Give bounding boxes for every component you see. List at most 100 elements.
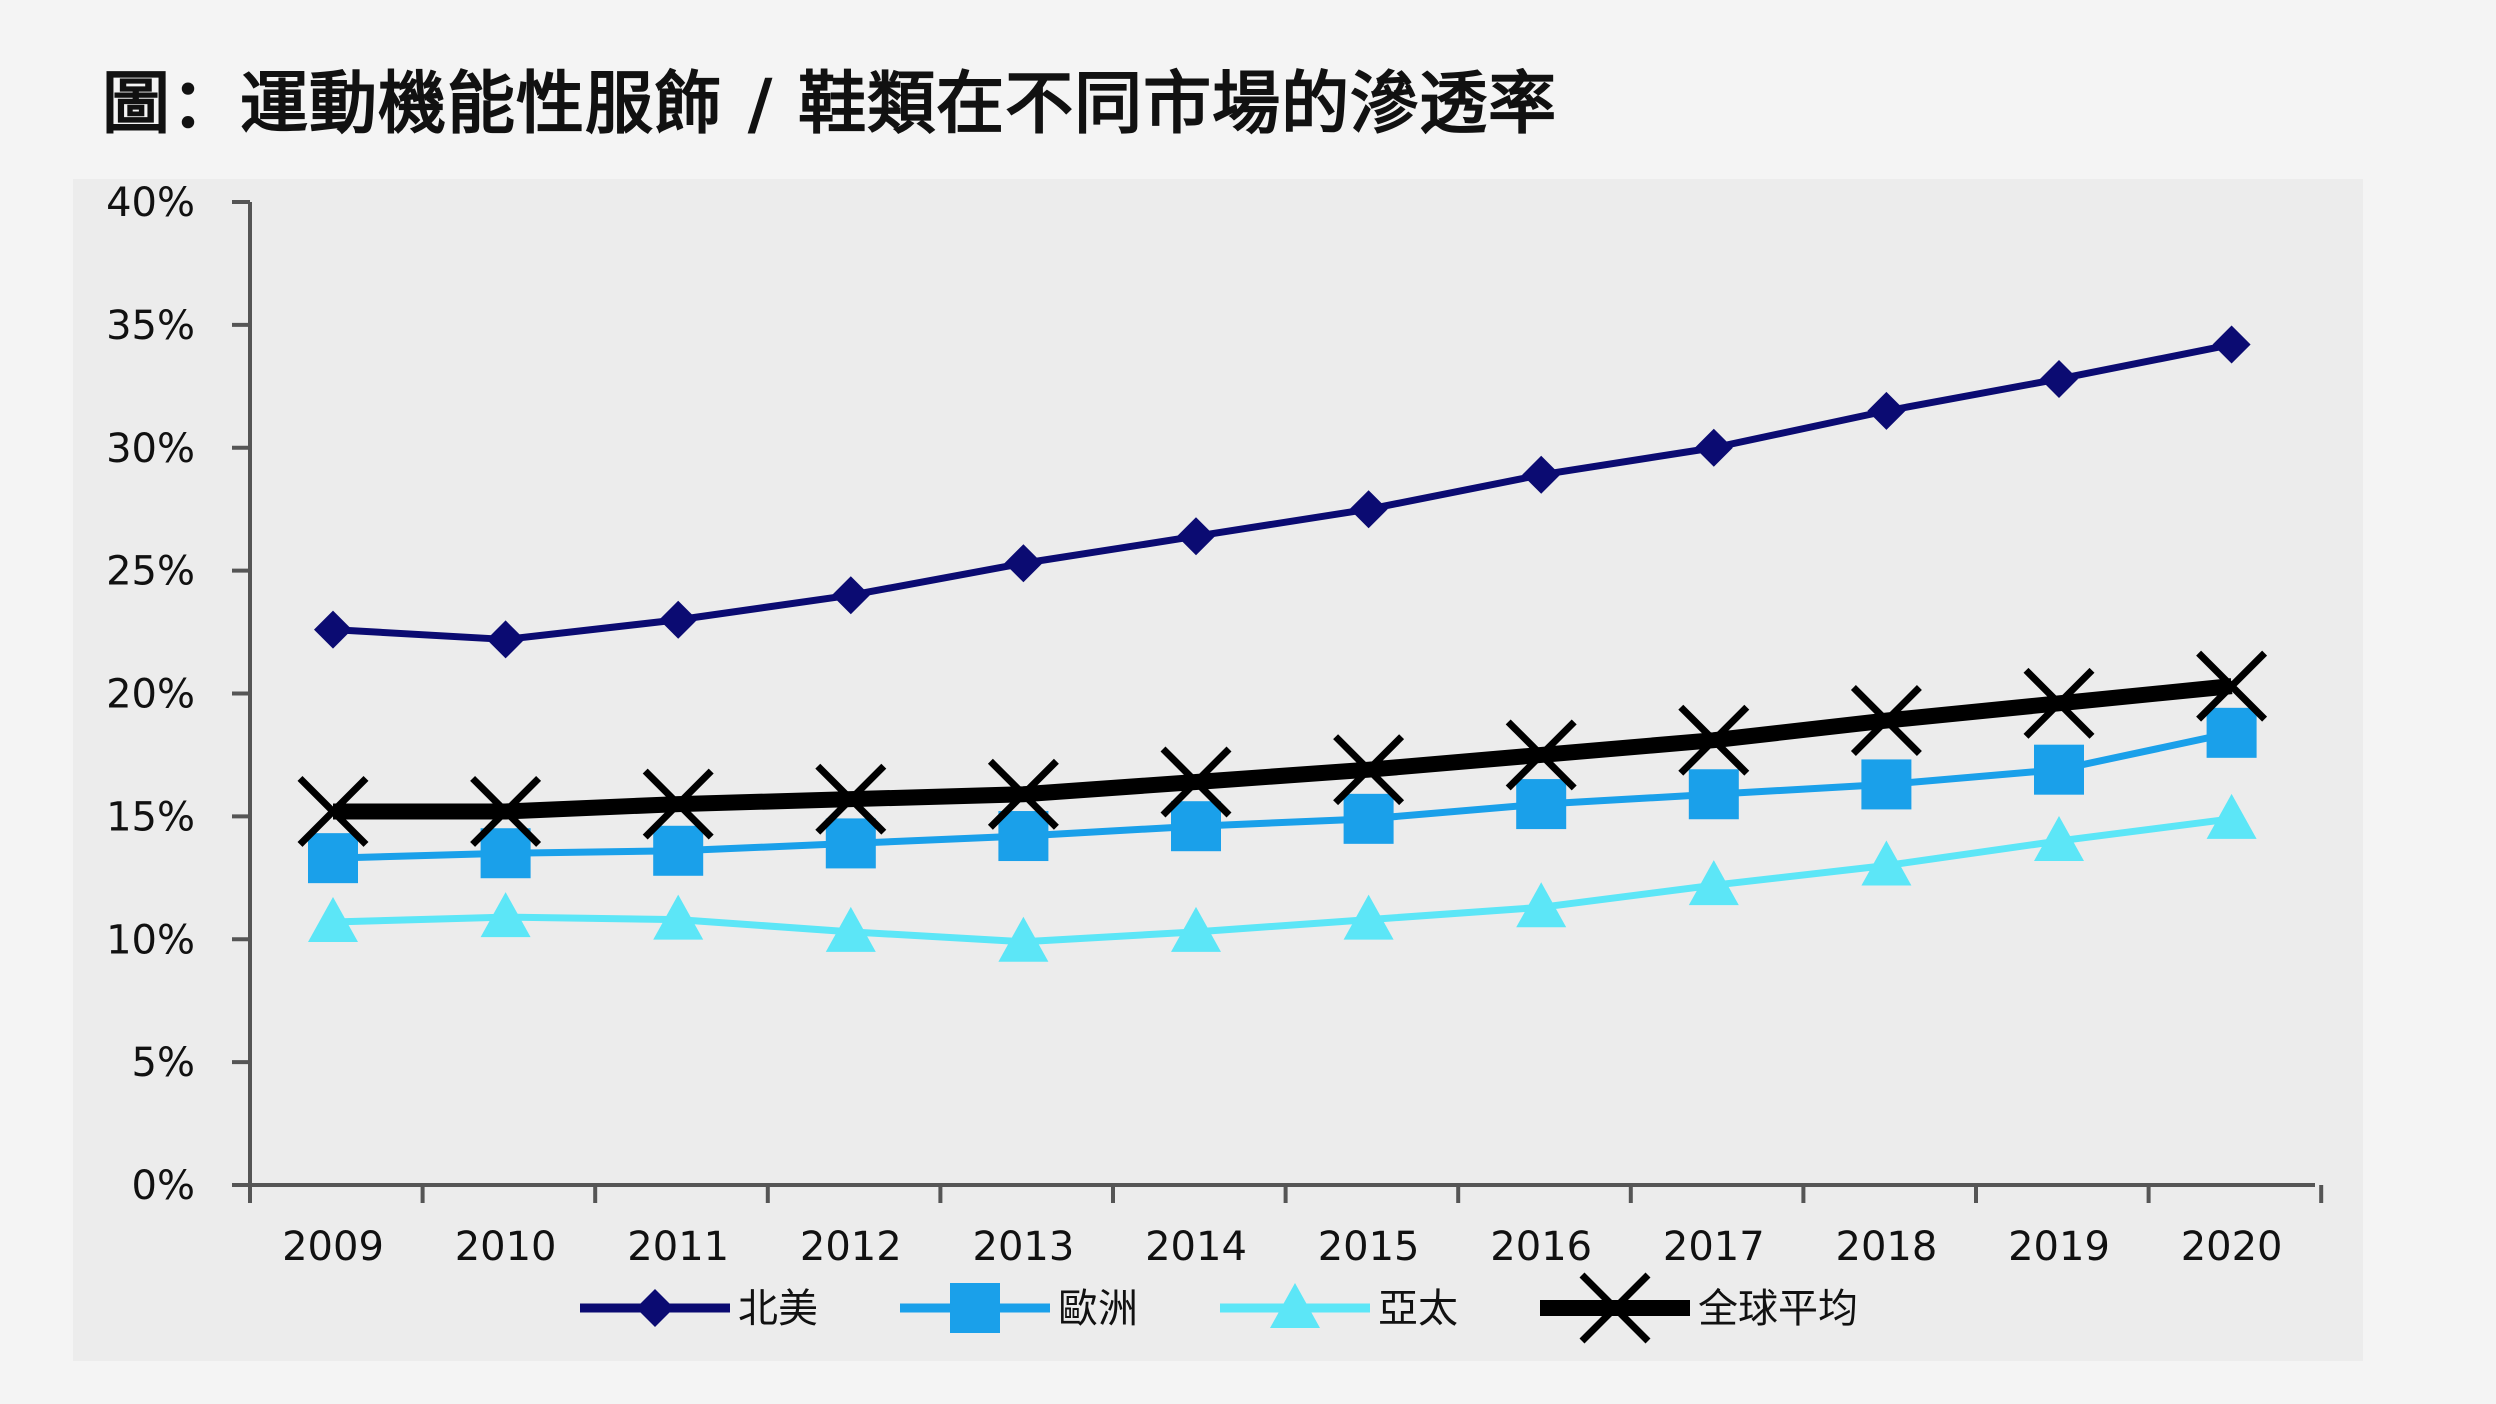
y-tick-label: 30% [106, 426, 195, 472]
data-point [1343, 793, 1394, 844]
series-line [332, 815, 2233, 946]
series-1 [308, 707, 2257, 884]
data-point [2023, 667, 2095, 739]
legend-swatch-marker [950, 1283, 1000, 1333]
data-point [642, 768, 714, 840]
data-point [297, 775, 369, 847]
data-point [480, 892, 531, 938]
data-point [987, 758, 1059, 830]
data-point [1516, 779, 1567, 830]
data-point [1349, 490, 1388, 529]
data-point [308, 833, 358, 884]
y-tick-label: 5% [132, 1040, 195, 1086]
data-point [825, 906, 876, 952]
data-point [2206, 707, 2257, 758]
data-point [1333, 734, 1405, 806]
data-point [1177, 517, 1215, 556]
x-marker-stroke [642, 768, 714, 840]
legend-swatch-marker [636, 1289, 674, 1327]
data-point [659, 600, 698, 639]
data-point [1678, 704, 1750, 776]
x-marker-stroke [815, 763, 887, 835]
legend-label: 全球平均 [1698, 1286, 1858, 1332]
series-line [332, 341, 2233, 643]
data-point [1850, 685, 1922, 757]
x-marker-stroke [987, 758, 1059, 830]
legend-swatch-marker [1579, 1272, 1651, 1344]
x-marker-stroke [470, 775, 542, 847]
legend-item: 亞太 [1220, 1283, 1458, 1332]
data-point [998, 916, 1049, 962]
y-tick-label: 20% [106, 672, 195, 718]
legend-label: 歐洲 [1058, 1286, 1138, 1332]
data-point [1160, 746, 1232, 818]
legend-item: 歐洲 [900, 1283, 1138, 1333]
x-marker-stroke [2196, 650, 2268, 722]
legend-label: 亞太 [1378, 1286, 1458, 1332]
x-marker-stroke [1678, 704, 1750, 776]
data-point [1171, 801, 1221, 852]
y-tick-label: 40% [106, 180, 195, 226]
data-point [1867, 391, 1906, 430]
x-tick-label: 2019 [2008, 1224, 2110, 1270]
data-point [314, 610, 352, 649]
data-point [2040, 359, 2078, 398]
y-tick-label: 15% [106, 794, 195, 840]
data-point [1861, 840, 1912, 886]
x-tick-label: 2012 [800, 1224, 902, 1270]
legend-swatch-marker [1270, 1283, 1320, 1328]
x-tick-label: 2018 [1836, 1224, 1938, 1270]
data-point [2034, 744, 2084, 795]
x-marker-stroke [2023, 667, 2095, 739]
data-point [470, 775, 542, 847]
data-point [2034, 815, 2084, 861]
data-point [1004, 544, 1043, 583]
x-tick-label: 2020 [2181, 1224, 2283, 1270]
data-point [1861, 759, 1912, 810]
data-point [2212, 325, 2251, 364]
data-point [825, 818, 876, 869]
x-tick-label: 2011 [627, 1224, 729, 1270]
y-tick-label: 25% [106, 549, 195, 595]
data-point [2206, 793, 2257, 839]
x-tick-label: 2015 [1318, 1224, 1420, 1270]
series-line [332, 729, 2233, 862]
series-0 [314, 325, 2251, 659]
data-point [2196, 650, 2268, 722]
chart-legend: 北美 歐洲 亞太 全球平均 [580, 1272, 1858, 1344]
page-title: 圖：運動機能性服飾 / 鞋類在不同市場的滲透率 [102, 65, 1558, 144]
x-tick-label: 2016 [1490, 1224, 1592, 1270]
legend-item: 全球平均 [1540, 1272, 1858, 1344]
data-point [831, 576, 870, 615]
chart-axes: 0% 5% 10% 15% 20% 25% 30% 35% 40% 2009 2010 2011 201… [106, 180, 2324, 1270]
data-point [1505, 719, 1577, 791]
series-line [333, 678, 2233, 820]
data-point [1688, 860, 1739, 906]
data-point [486, 620, 525, 659]
data-point [1522, 455, 1561, 494]
data-point [308, 897, 358, 943]
x-marker-stroke [297, 775, 369, 847]
x-tick-label: 2009 [282, 1224, 384, 1270]
data-point [1694, 428, 1733, 467]
data-point [653, 894, 704, 940]
chart-panel [73, 179, 2363, 1361]
x-marker-stroke [1505, 719, 1577, 791]
data-point [480, 828, 531, 879]
legend-item: 北美 [580, 1286, 818, 1332]
data-point [1688, 769, 1739, 820]
series-2 [308, 793, 2257, 962]
x-tick-label: 2010 [455, 1224, 557, 1270]
data-point [1343, 894, 1394, 940]
series-3 [297, 650, 2268, 847]
x-marker-stroke [1579, 1272, 1651, 1344]
data-point [1516, 882, 1567, 928]
x-tick-label: 2017 [1663, 1224, 1765, 1270]
x-marker-stroke [1850, 685, 1922, 757]
data-point [653, 825, 704, 876]
y-tick-label: 10% [106, 917, 195, 963]
x-marker-stroke [1160, 746, 1232, 818]
x-tick-label: 2013 [973, 1224, 1075, 1270]
y-tick-label: 0% [132, 1163, 195, 1209]
